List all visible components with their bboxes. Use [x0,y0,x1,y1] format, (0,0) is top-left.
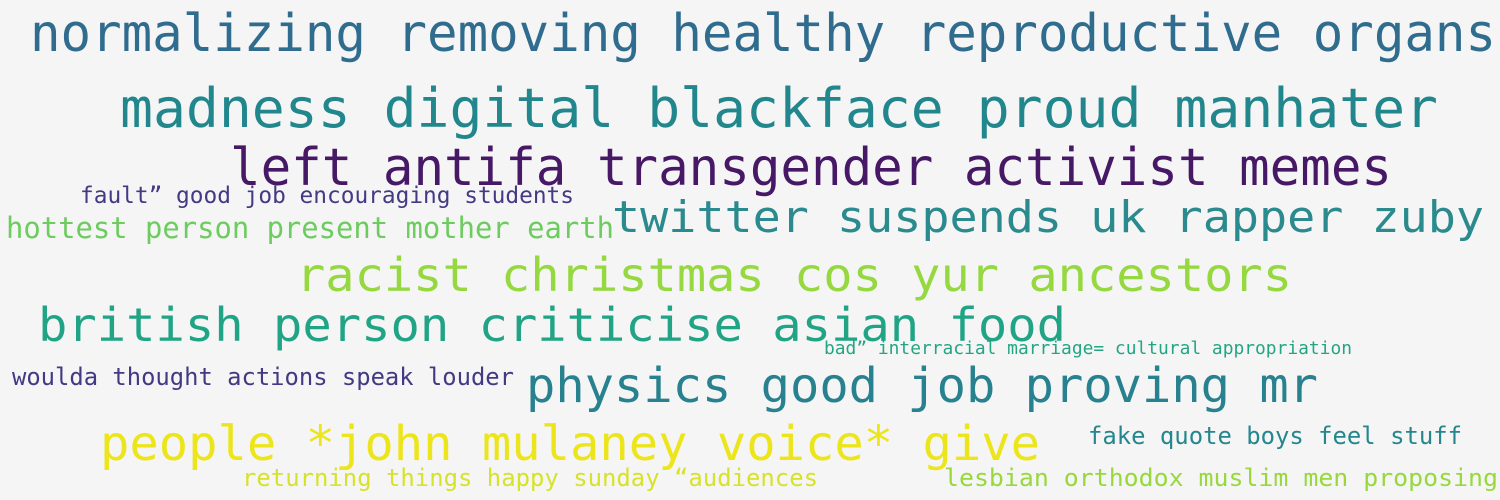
phrase-hottest-person: hottest person present mother earth [6,211,614,245]
phrase-fault-good-job: fault” good job encouraging students [80,183,574,209]
phrase-fake-quote: fake quote boys feel stuff [1088,422,1462,450]
phrase-madness-digital-blackface: madness digital blackface proud manhater [120,77,1438,140]
phrase-bad-interracial: bad” interracial marriage= cultural appr… [824,338,1352,359]
phrase-normalizing-removing: normalizing removing healthy reproductiv… [30,4,1496,64]
phrase-physics-good-job: physics good job proving mr [526,358,1318,414]
phrase-racist-christmas: racist christmas cos yur ancestors [296,248,1292,302]
phrase-british-person: british person criticise asian food [38,298,1066,352]
phrase-left-antifa: left antifa transgender activist memes [230,138,1392,198]
phrase-lesbian-orthodox: lesbian orthodox muslim men proposing [944,464,1498,492]
phrase-people-john-mulaney: people *john mulaney voice* give [100,416,1040,472]
phrase-returning-things: returning things happy sunday “audiences [242,464,818,492]
phrase-twitter-suspends: twitter suspends uk rapper zuby [612,192,1484,243]
phrase-woulda-thought: woulda thought actions speak louder [12,363,514,391]
